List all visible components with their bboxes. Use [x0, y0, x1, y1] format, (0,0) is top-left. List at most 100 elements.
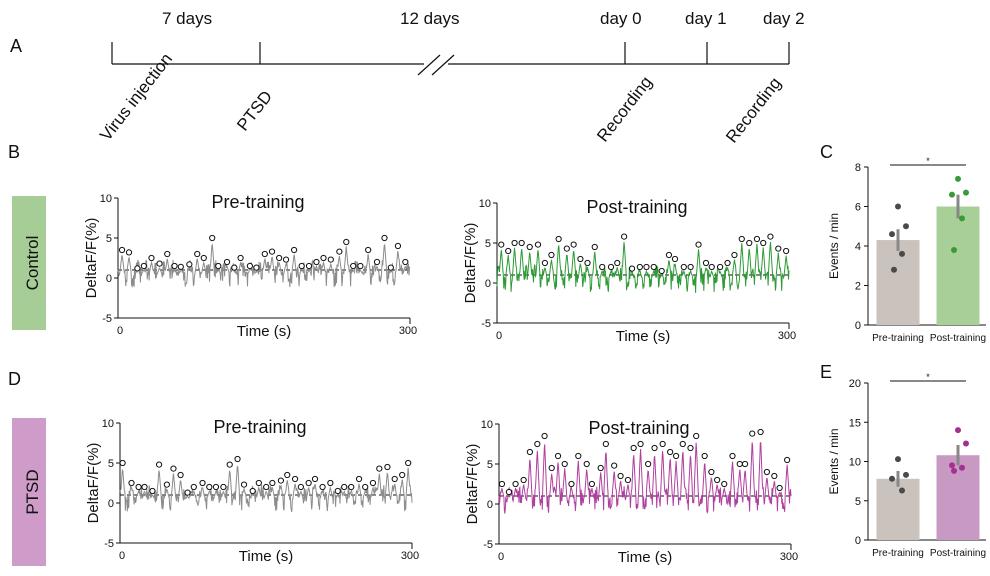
event-marker [149, 487, 156, 495]
event-marker [702, 259, 710, 267]
x-tick-label: 300 [778, 330, 796, 342]
event-marker [731, 251, 738, 259]
event-marker [212, 483, 220, 491]
event-marker [621, 233, 628, 240]
category-label: Post-training [930, 333, 986, 344]
event-marker [760, 239, 767, 247]
data-point [895, 203, 901, 210]
event-marker [555, 235, 562, 243]
y-tick-label: 0 [855, 320, 861, 332]
event-marker [498, 241, 505, 248]
event-marker [736, 460, 743, 468]
y-axis-label: DeltaF/F(%) [83, 218, 100, 299]
y-axis-label: Events / min [827, 428, 841, 494]
data-point [959, 464, 965, 471]
timeline-panel: A 7 days 12 days day 0 day 1 day 2 Virus… [10, 9, 805, 146]
event-marker [776, 484, 783, 492]
event-marker [135, 483, 142, 491]
y-tick-label: 10 [102, 418, 114, 430]
event-marker [220, 483, 227, 491]
y-tick-label: 20 [849, 378, 861, 390]
event-marker [498, 480, 506, 488]
group-label-ptsd: PTSD [12, 418, 46, 566]
event-marker [658, 267, 665, 275]
event-marker [597, 464, 604, 472]
event-marker [687, 263, 694, 271]
x-tick-label: 0 [498, 551, 504, 563]
event-marker [276, 254, 283, 262]
event-marker [291, 475, 299, 483]
event-marker [171, 262, 178, 270]
event-marker [526, 243, 533, 251]
event-marker [717, 263, 724, 271]
interval-label-12-days: 12 days [400, 9, 460, 28]
event-ptsd: PTSD [233, 87, 276, 134]
event-marker [249, 487, 256, 495]
x-tick-label: 300 [399, 325, 417, 337]
bar-pre-training [876, 478, 920, 540]
event-marker [624, 476, 632, 484]
trace-line [498, 442, 792, 515]
event-marker [327, 479, 334, 487]
event-marker [297, 483, 304, 491]
event-marker [568, 480, 575, 488]
event-marker [373, 258, 381, 266]
event-marker [240, 481, 248, 488]
y-axis-label: DeltaF/F(%) [85, 443, 102, 524]
event-recording-day2: Recording [722, 74, 785, 147]
event-marker [665, 251, 673, 259]
event-marker [405, 459, 412, 467]
y-tick-label: 6 [855, 202, 861, 214]
event-marker [394, 242, 402, 250]
y-tick-label: 5 [106, 233, 112, 245]
data-point [963, 189, 969, 196]
bar-chart-ptsd_bar: 0 5 10 15 20 Events / min Pre-training Post-tra… [827, 372, 986, 559]
event-marker [237, 254, 244, 262]
event-marker [223, 258, 231, 266]
x-axis-label: Time (s) [237, 323, 291, 340]
y-tick-label: 0 [485, 278, 491, 290]
data-point [963, 440, 969, 447]
event-marker [746, 239, 753, 247]
event-marker [667, 448, 674, 456]
y-tick-label: 5 [855, 496, 861, 508]
x-tick-label: 0 [117, 325, 123, 337]
event-marker [343, 238, 350, 246]
significance-marker: * [926, 372, 930, 382]
event-marker [630, 444, 637, 452]
event-marker [357, 262, 364, 270]
x-tick-label: 300 [401, 550, 419, 562]
event-marker [376, 465, 383, 472]
event-marker [320, 254, 327, 262]
event-marker [505, 247, 512, 255]
trace-line [117, 243, 411, 289]
chart-title: Post-training [588, 418, 689, 438]
event-marker [763, 468, 770, 476]
y-tick-label: 4 [855, 241, 861, 253]
y-tick-label: 5 [108, 458, 114, 470]
event-marker [140, 262, 147, 270]
data-point [889, 231, 895, 238]
event-marker [784, 456, 791, 464]
event-marker [341, 483, 348, 491]
y-tick-label: 0 [855, 535, 861, 547]
x-tick-label: 0 [496, 330, 502, 342]
event-marker [738, 235, 745, 243]
event-marker [783, 247, 790, 255]
event-marker [771, 472, 778, 480]
event-marker [672, 452, 680, 460]
group-label-control: Control [12, 196, 46, 330]
event-marker [128, 479, 135, 487]
event-marker [671, 255, 679, 263]
data-point [955, 427, 961, 434]
event-marker [336, 248, 343, 255]
event-marker [334, 487, 341, 495]
trace-chart-ptsd_pre: -5 0 5 10 0 300 Time (s) DeltaF/F(%) Pre-trainin… [85, 417, 419, 565]
x-axis-label: Time (s) [239, 548, 293, 565]
event-marker [570, 241, 577, 248]
x-axis-label: Time (s) [616, 328, 670, 345]
panel-label-a: A [10, 36, 22, 56]
chart-title: Post-training [586, 197, 687, 217]
y-tick-label: 5 [485, 238, 491, 250]
event-marker [164, 250, 171, 258]
